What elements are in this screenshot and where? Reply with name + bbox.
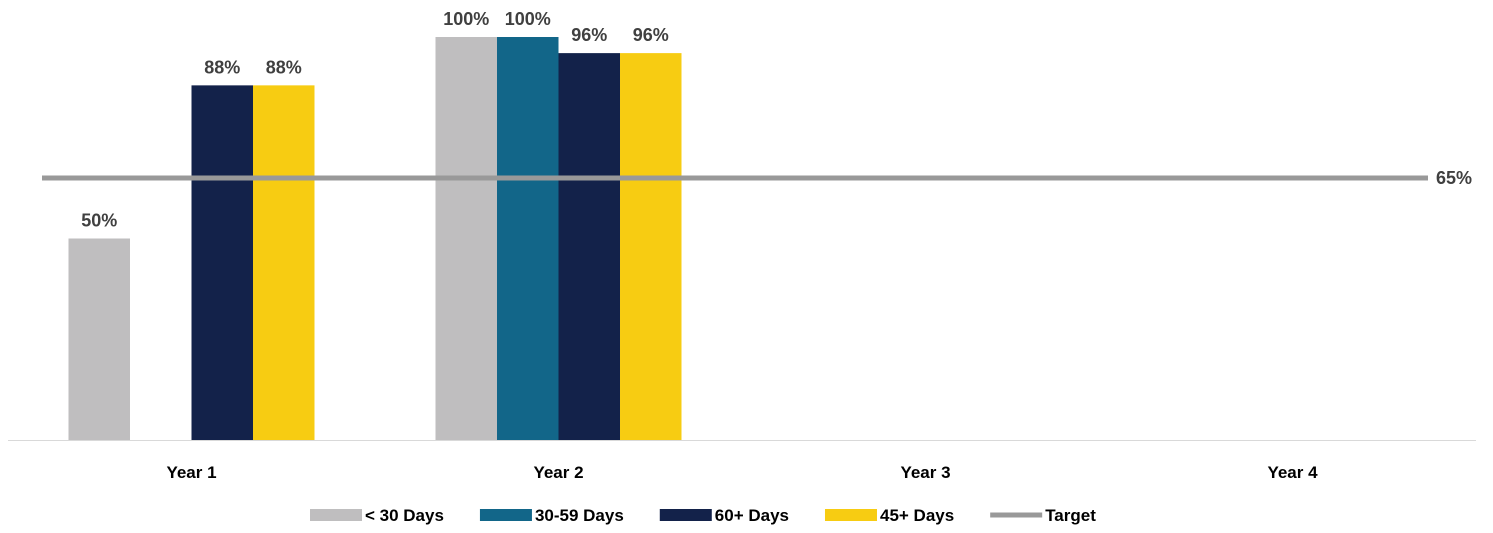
bar-value-label: 88% [266, 57, 302, 77]
category-label: Year 3 [900, 463, 950, 482]
legend-label: 60+ Days [715, 506, 789, 525]
bar-labels-group: 50% 88% 88% 100% 100% 96% 96% [81, 9, 669, 231]
bar-60-days-year-2 [558, 53, 620, 441]
target-value-label: 65% [1436, 168, 1472, 188]
category-label: Year 4 [1267, 463, 1318, 482]
legend-label: < 30 Days [365, 506, 444, 525]
bar-30-days-year-2 [435, 37, 497, 440]
bar-value-label: 100% [505, 9, 551, 29]
bar-value-label: 96% [633, 25, 669, 45]
legend-label-target: Target [1045, 506, 1096, 525]
legend-swatch [310, 509, 362, 521]
legend-label: 30-59 Days [535, 506, 624, 525]
bars-group [68, 37, 682, 441]
category-labels-group: Year 1 Year 2 Year 3 Year 4 [166, 463, 1318, 482]
legend: < 30 Days 30-59 Days 60+ Days 45+ Days Targe… [310, 506, 1096, 525]
bar-30-days-year-1 [68, 238, 130, 440]
legend-swatch [479, 509, 532, 521]
legend-swatch [659, 509, 712, 521]
bar-60-days-year-1 [191, 85, 253, 441]
bar-value-label: 88% [204, 57, 240, 77]
bar-value-label: 96% [571, 25, 607, 45]
bar-45-days-year-1 [253, 85, 315, 441]
bar-30-59-days-year-2 [497, 37, 559, 440]
bar-value-label: 100% [443, 9, 489, 29]
legend-swatch [824, 509, 877, 521]
bar-45-days-year-2 [620, 53, 682, 441]
legend-label: 45+ Days [880, 506, 954, 525]
category-label: Year 1 [166, 463, 216, 482]
bar-value-label: 50% [81, 211, 117, 231]
category-label: Year 2 [533, 463, 583, 482]
